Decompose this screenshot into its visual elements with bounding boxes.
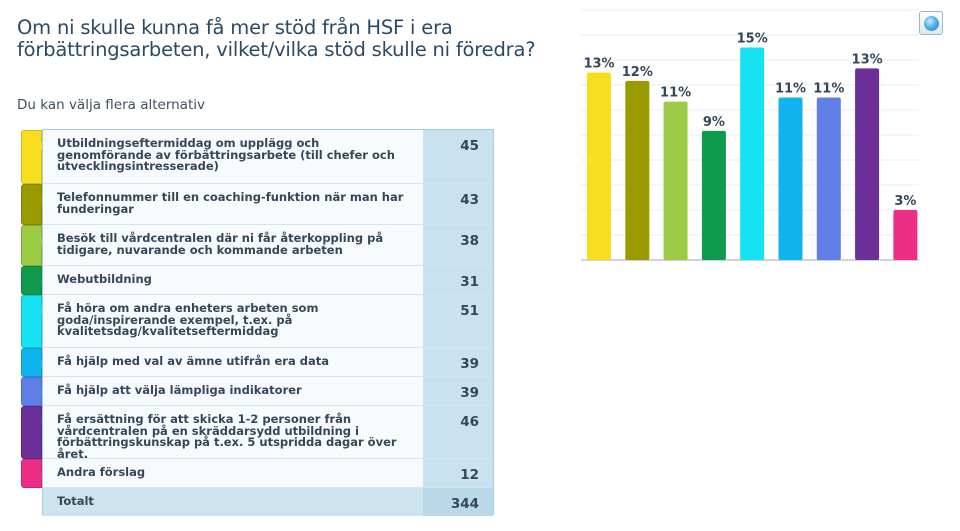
question-subtitle: Du kan välja flera alternativ (17, 97, 205, 113)
bar[interactable] (893, 210, 918, 260)
bar-percent-label: 12% (622, 65, 653, 80)
option-count: 45 (460, 138, 479, 154)
option-count: 38 (460, 233, 479, 249)
option-count: 31 (460, 274, 479, 290)
bar[interactable] (701, 130, 726, 260)
option-count-cell: 38 (423, 225, 493, 265)
option-color-swatch (21, 348, 46, 377)
option-label: Få hjälp med val av ämne utifrån era dat… (57, 354, 329, 368)
option-color-swatch (21, 406, 46, 459)
option-label: Få ersättning för att skicka 1-2 persone… (57, 412, 397, 461)
option-count-cell: 31 (423, 266, 493, 294)
option-count-cell: 51 (423, 295, 493, 347)
option-color-swatch (21, 225, 46, 266)
option-count: 46 (460, 414, 479, 430)
option-count: 12 (460, 467, 479, 483)
option-color-swatch (21, 377, 46, 406)
option-color-swatch (21, 266, 46, 295)
option-count: 39 (460, 356, 479, 372)
table-row: Utbildningseftermiddag om upplägg och ge… (43, 130, 493, 184)
option-label: Telefonnummer till en coaching-funktion … (57, 190, 404, 216)
pie-chart-icon (923, 15, 939, 31)
option-color-swatch (21, 295, 46, 348)
table-row: Andra förslag 12 (43, 459, 493, 488)
bar[interactable] (625, 80, 650, 260)
total-row: Totalt 344 (43, 488, 493, 516)
option-count-cell: 46 (423, 406, 493, 458)
option-label: Andra förslag (57, 465, 146, 479)
bar-percent-label: 15% (737, 32, 768, 47)
bar[interactable] (855, 68, 880, 260)
bar[interactable] (587, 72, 611, 261)
bar-percent-label: 9% (703, 115, 725, 130)
option-count-cell: 12 (423, 459, 493, 487)
bar-percent-label: 13% (852, 52, 883, 67)
option-label: Utbildningseftermiddag om upplägg och ge… (57, 136, 395, 173)
bar[interactable] (740, 47, 765, 261)
option-color-swatch (21, 459, 46, 488)
table-row: Få hjälp med val av ämne utifrån era dat… (43, 348, 493, 377)
total-label: Totalt (57, 494, 94, 508)
option-label: Få hjälp att välja lämpliga indikatorer (57, 383, 302, 397)
option-label: Webutbildning (57, 272, 152, 286)
results-bar-chart: 13% 12% 11% 9% 15% 11% 11% 13% 3% (581, 9, 919, 261)
option-count: 39 (460, 385, 479, 401)
bar[interactable] (663, 101, 688, 261)
option-count-cell: 39 (423, 377, 493, 405)
table-row: Få ersättning för att skicka 1-2 persone… (43, 406, 493, 459)
bar[interactable] (778, 97, 803, 261)
question-title: Om ni skulle kunna få mer stöd från HSF … (17, 16, 536, 61)
table-row: Webutbildning 31 (43, 266, 493, 295)
bar-percent-label: 13% (583, 57, 614, 72)
option-label: Besök till vårdcentralen där ni får åter… (57, 231, 384, 257)
option-count-cell: 45 (423, 130, 493, 183)
bar-percent-label: 11% (660, 86, 691, 101)
option-count: 43 (460, 192, 479, 208)
results-table: Utbildningseftermiddag om upplägg och ge… (42, 129, 494, 516)
bar-percent-label: 11% (813, 82, 844, 97)
total-count-cell: 344 (423, 488, 493, 516)
table-row: Telefonnummer till en coaching-funktion … (43, 184, 493, 225)
option-count-cell: 43 (423, 184, 493, 224)
option-label: Få höra om andra enheters arbeten som go… (57, 301, 319, 338)
bar-percent-label: 3% (894, 194, 916, 209)
bar[interactable] (816, 97, 841, 261)
table-row: Få höra om andra enheters arbeten som go… (43, 295, 493, 348)
option-count-cell: 39 (423, 348, 493, 376)
table-row: Besök till vårdcentralen där ni får åter… (43, 225, 493, 266)
option-color-swatch (21, 184, 46, 225)
option-color-swatch (21, 130, 46, 184)
chart-type-button[interactable] (919, 11, 943, 35)
table-row: Få hjälp att välja lämpliga indikatorer 3… (43, 377, 493, 406)
option-count: 51 (460, 303, 479, 319)
bar-percent-label: 11% (775, 82, 806, 97)
total-count: 344 (450, 496, 479, 512)
